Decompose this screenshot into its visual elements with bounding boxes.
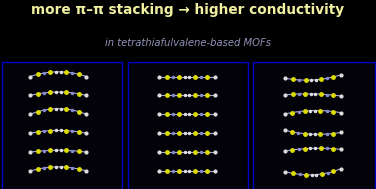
Bar [2, 62, 122, 189]
Bar [128, 62, 248, 189]
Bar [253, 62, 375, 189]
Text: more π–π stacking → higher conductivity: more π–π stacking → higher conductivity [32, 3, 344, 17]
Text: in tetrathiafulvalene-based MOFs: in tetrathiafulvalene-based MOFs [105, 38, 271, 48]
